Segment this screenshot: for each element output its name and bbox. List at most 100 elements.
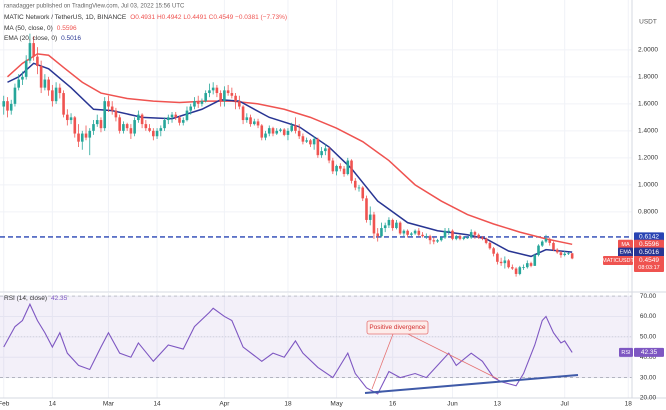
candle-body [398, 222, 402, 234]
candle-body [189, 106, 193, 111]
candle-body [58, 87, 62, 94]
candle-body [110, 106, 114, 111]
publisher: ranadagger published on TradingView.com,… [4, 4, 185, 10]
level-tag: 0.6142 [639, 234, 659, 241]
candle-body [484, 238, 488, 243]
y-tick-label: 1.8000 [638, 74, 658, 81]
candle-body [297, 130, 301, 137]
candle-body [357, 187, 361, 189]
candle-body [309, 140, 312, 145]
x-tick-label: 16 [389, 401, 397, 408]
series-value-tag-box [634, 239, 664, 249]
symbol-title: MATIC Network / TetherUS, 1D, BINANCE [4, 14, 127, 21]
candle-body [286, 130, 290, 135]
candle-body [361, 187, 365, 199]
candle-body [376, 233, 380, 237]
candle-body [466, 237, 469, 239]
candle-body [417, 230, 421, 235]
candle-body [129, 128, 133, 134]
candle-body [305, 140, 308, 142]
candle-body [223, 90, 226, 102]
candle-body [51, 90, 54, 102]
candle-body [312, 138, 316, 145]
candle-body [537, 245, 540, 256]
candle-body [320, 151, 323, 156]
candle-body [533, 255, 537, 266]
symbol-tag-box [603, 255, 633, 265]
candle-body [118, 117, 121, 131]
candle-body [13, 87, 17, 104]
candle-body [451, 230, 454, 239]
candle-body [290, 125, 293, 131]
candle-body [454, 236, 458, 239]
candle-body [200, 101, 204, 104]
candle-body [294, 125, 297, 131]
legend-title: MATIC Network / TetherUS, 1D, BINANCE O0.… [4, 14, 287, 21]
candle-body [95, 120, 99, 125]
candle-body [410, 233, 413, 235]
candle-body [552, 242, 555, 250]
candle-body [208, 90, 211, 94]
series-tag: RSI [621, 350, 631, 356]
candle-body [339, 165, 342, 169]
candle-body [368, 214, 372, 220]
candle-body [92, 124, 95, 131]
candle-body [133, 120, 136, 134]
candle-body [316, 138, 320, 156]
candle-body [114, 110, 118, 118]
candle-body [47, 79, 50, 91]
candle-body [496, 253, 499, 262]
candle-body [570, 253, 574, 259]
divergence-arrow [371, 333, 394, 390]
candle-body [107, 101, 110, 107]
symbol-tag: MATICUSDT [602, 258, 634, 264]
y-tick-label: 20.00 [640, 395, 657, 402]
series-tag-box [618, 239, 633, 249]
candle-body [267, 128, 271, 134]
candle-body [525, 263, 529, 268]
y-tick-label: 0.8000 [638, 209, 658, 216]
candle-body [443, 230, 447, 238]
candle-body [477, 234, 480, 238]
legend-value: 42.35 [51, 295, 68, 302]
candle-body [503, 260, 507, 264]
candle-body [387, 219, 391, 226]
candle-body [365, 198, 368, 220]
series-tag: MA [621, 242, 630, 248]
candle-body [402, 230, 406, 234]
y-tick-label: 1.6000 [638, 101, 658, 108]
candle-body [563, 253, 566, 256]
candle-body [350, 160, 353, 181]
y-tick-label: 40.00 [640, 354, 657, 361]
candle-body [234, 95, 237, 102]
candle-body [163, 120, 166, 129]
y-tick-label: 1.2000 [638, 155, 658, 162]
trend-line [364, 374, 579, 394]
candle-body [219, 93, 222, 102]
candle-body [125, 124, 129, 129]
candle-body [66, 114, 69, 121]
y-tick-label: 30.00 [640, 374, 657, 381]
candle-body [226, 90, 230, 94]
candle-body [555, 249, 559, 253]
candle-body [481, 237, 484, 239]
candle-body [249, 117, 252, 125]
candle-body [84, 133, 88, 138]
candle-body [36, 56, 39, 67]
candle-body [174, 114, 178, 118]
x-tick-label: Apr [219, 401, 230, 408]
legend-entry: MA (50, close, 0) 0.5596 [4, 25, 77, 32]
candle-body [279, 129, 282, 131]
candle-body [331, 160, 335, 172]
currency: USDT [639, 19, 657, 26]
candle-body [88, 130, 92, 138]
candle-body [499, 261, 503, 264]
candle-body [196, 101, 200, 104]
x-tick-label: 13 [494, 401, 502, 408]
label-layer: 0.8000 1.0000 1.2000 1.4000 1.6000 1.8000 2.00… [0, 25, 664, 408]
candle-body [342, 168, 346, 175]
candle-body [432, 240, 436, 242]
candle-body [170, 114, 174, 118]
candle-body [395, 222, 398, 229]
